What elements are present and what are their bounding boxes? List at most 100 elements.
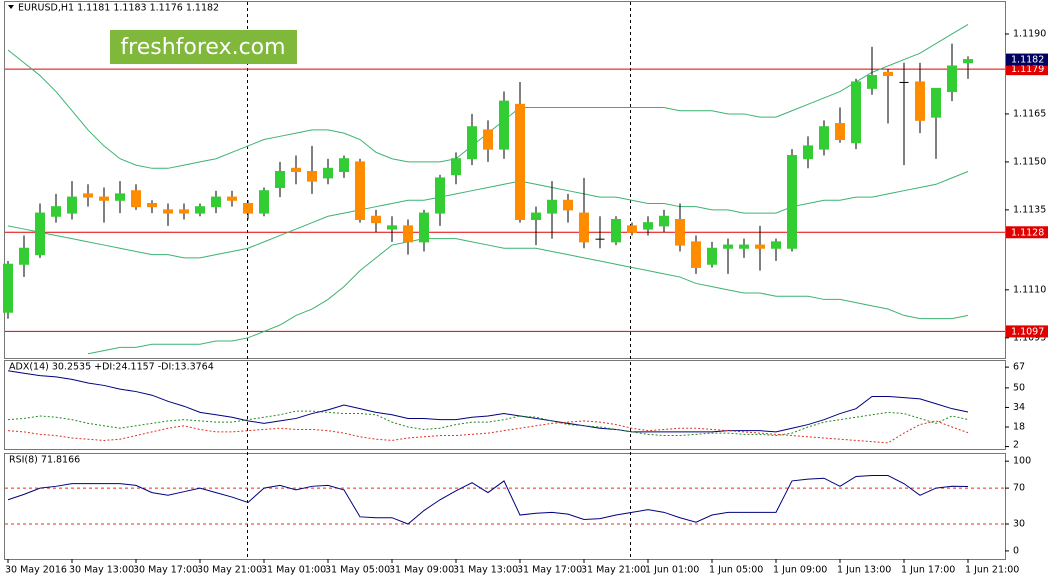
candle-body: [787, 155, 797, 249]
last-price-label: 1.1182: [1011, 55, 1044, 66]
candle-body: [691, 241, 701, 268]
x-tick-label: 1 Jun 17:00: [901, 565, 955, 576]
candle-body: [259, 190, 269, 214]
chart-layer: 1.1190 1.1165 1.1150 1.1135 1.1110 1.1095 EURU…: [3, 3, 1048, 576]
rsi-panel: [4, 453, 1006, 560]
candle-body: [99, 196, 109, 201]
x-tick-label: 1 Jun 09:00: [773, 565, 827, 576]
x-tick-label: 30 May 13:00: [69, 565, 134, 576]
x-tick-label: 30 May 21:00: [197, 565, 262, 576]
candle-body: [963, 59, 973, 64]
y-tick-label: 70: [1013, 483, 1025, 494]
candle-body: [387, 225, 397, 230]
panel-title: RSI(8) 71.8166: [9, 455, 80, 466]
y-tick-label: 100: [1013, 456, 1031, 467]
menu-triangle: [8, 5, 14, 9]
candle-body: [547, 199, 557, 214]
x-tick-label: 31 May 13:00: [453, 565, 518, 576]
y-tick-label: 0: [1013, 545, 1019, 556]
candle-body: [771, 241, 781, 249]
candle-body: [579, 212, 589, 243]
indicator-line: [87, 238, 969, 355]
candle-body: [227, 196, 237, 201]
y-tick-label: 50: [1013, 382, 1025, 393]
x-tick-label: 31 May 17:00: [517, 565, 582, 576]
candle-body: [179, 209, 189, 214]
candle-body: [723, 244, 733, 249]
candle-body: [323, 167, 333, 179]
level-label: 1.1097: [1011, 326, 1044, 337]
indicator-line: [7, 420, 969, 444]
candle-body: [483, 129, 493, 150]
level-label-box: [1006, 226, 1048, 239]
x-tick-label: 30 May 17:00: [133, 565, 198, 576]
panel-title: EURUSD,H1 1.1181 1.1183 1.1176 1.1182: [18, 3, 219, 14]
x-tick-label: 31 May 05:00: [325, 565, 390, 576]
candle-body: [163, 209, 173, 214]
candle-body: [947, 65, 957, 93]
candle-body: [195, 206, 205, 214]
candle-body: [435, 177, 445, 214]
candle-body: [803, 145, 813, 160]
level-label-box: [1006, 325, 1048, 338]
candle-body: [371, 215, 381, 224]
watermark: freshforex.com: [120, 35, 285, 60]
candle-body: [899, 81, 909, 83]
x-tick-label: 1 Jun 05:00: [709, 565, 763, 576]
candle-body: [467, 126, 477, 160]
candle-body: [67, 196, 77, 214]
y-tick-label: 18: [1013, 422, 1025, 433]
x-tick-label: 1 Jun 01:00: [645, 565, 699, 576]
candle-body: [307, 171, 317, 182]
candle-body: [707, 247, 717, 265]
candle-body: [611, 218, 621, 243]
y-tick-label: 1.1165: [1013, 108, 1046, 119]
candle-body: [115, 193, 125, 201]
candle-body: [403, 225, 413, 243]
x-tick-label: 31 May 09:00: [389, 565, 454, 576]
y-tick-label: 34: [1013, 402, 1025, 413]
x-tick-label: 31 May 21:00: [581, 565, 646, 576]
indicator-line: [7, 475, 969, 525]
candle-body: [563, 199, 573, 211]
y-tick-label: 67: [1013, 362, 1025, 373]
candle-body: [915, 81, 925, 121]
candle-body: [883, 71, 893, 77]
candle-body: [867, 75, 877, 89]
y-tick-label: 1.1190: [1013, 28, 1046, 39]
indicator-line: [7, 410, 969, 437]
candle-body: [19, 247, 29, 265]
candle-body: [243, 202, 253, 214]
candle-body: [291, 167, 301, 173]
candle-body: [659, 215, 669, 227]
x-tick-label: 30 May 2016: [5, 565, 67, 576]
candle-body: [211, 196, 221, 208]
candle-body: [35, 212, 45, 256]
indicator-line: [7, 370, 969, 433]
candle-body: [451, 158, 461, 176]
candle-body: [531, 212, 541, 220]
candle-body: [627, 225, 637, 233]
y-tick-label: 1.1135: [1013, 204, 1046, 215]
candle-body: [499, 100, 509, 150]
candle-body: [3, 263, 13, 313]
level-label: 1.1128: [1011, 227, 1044, 238]
y-tick-label: 1.1095: [1013, 332, 1046, 343]
candle-body: [675, 218, 685, 246]
adx-panel: [4, 360, 1006, 450]
last-price-box: [1006, 53, 1048, 66]
level-label-box: [1006, 63, 1048, 76]
candle-body: [755, 244, 765, 249]
indicator-line: [7, 171, 969, 259]
candle-body: [131, 190, 141, 208]
candle-body: [83, 193, 93, 198]
candle-body: [355, 161, 365, 220]
panel-title: ADX(14) 30.2535 +DI:24.1157 -DI:13.3764: [9, 362, 214, 373]
x-tick-label: 1 Jun 21:00: [965, 565, 1019, 576]
y-tick-label: 30: [1013, 519, 1025, 530]
candle-body: [515, 103, 525, 220]
candle-body: [851, 81, 861, 144]
